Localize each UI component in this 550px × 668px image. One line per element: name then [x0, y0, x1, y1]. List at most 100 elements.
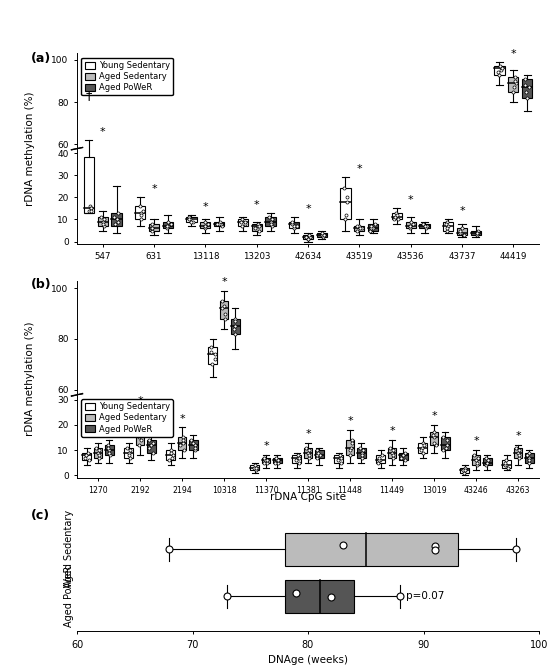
FancyBboxPatch shape: [340, 220, 350, 250]
FancyBboxPatch shape: [251, 255, 262, 261]
Text: rDNA CpG Site: rDNA CpG Site: [270, 492, 346, 502]
Text: *: *: [221, 277, 227, 287]
FancyBboxPatch shape: [82, 519, 91, 527]
Text: (a): (a): [31, 51, 51, 65]
Text: *: *: [356, 164, 362, 174]
Text: *: *: [408, 195, 414, 205]
FancyBboxPatch shape: [105, 512, 113, 522]
FancyBboxPatch shape: [112, 213, 122, 226]
FancyBboxPatch shape: [293, 522, 301, 530]
FancyBboxPatch shape: [84, 158, 94, 213]
FancyBboxPatch shape: [105, 445, 113, 455]
FancyBboxPatch shape: [147, 440, 156, 452]
FancyBboxPatch shape: [250, 465, 259, 470]
FancyBboxPatch shape: [457, 259, 467, 265]
FancyBboxPatch shape: [315, 450, 323, 458]
FancyBboxPatch shape: [430, 432, 438, 445]
FancyBboxPatch shape: [186, 248, 196, 253]
FancyBboxPatch shape: [250, 532, 259, 537]
FancyBboxPatch shape: [231, 319, 240, 334]
FancyBboxPatch shape: [392, 213, 402, 220]
FancyBboxPatch shape: [178, 504, 186, 517]
FancyBboxPatch shape: [368, 255, 378, 261]
Text: p=0.07: p=0.07: [406, 591, 444, 601]
FancyBboxPatch shape: [303, 235, 313, 239]
Text: *: *: [347, 416, 353, 426]
Text: *: *: [95, 426, 101, 436]
FancyBboxPatch shape: [293, 455, 301, 462]
FancyBboxPatch shape: [167, 450, 175, 460]
Text: Aged Sedentary: Aged Sedentary: [64, 510, 74, 589]
FancyBboxPatch shape: [112, 244, 122, 257]
FancyBboxPatch shape: [340, 188, 350, 220]
FancyBboxPatch shape: [525, 452, 534, 462]
X-axis label: DNAge (weeks): DNAge (weeks): [268, 655, 348, 665]
FancyBboxPatch shape: [208, 282, 217, 299]
FancyBboxPatch shape: [289, 253, 299, 259]
FancyBboxPatch shape: [149, 224, 159, 230]
FancyBboxPatch shape: [94, 448, 102, 458]
FancyBboxPatch shape: [405, 253, 416, 259]
FancyBboxPatch shape: [317, 263, 327, 267]
FancyBboxPatch shape: [317, 232, 327, 237]
FancyBboxPatch shape: [266, 217, 276, 226]
FancyBboxPatch shape: [392, 244, 402, 250]
FancyBboxPatch shape: [147, 506, 156, 519]
FancyBboxPatch shape: [136, 494, 144, 512]
FancyBboxPatch shape: [189, 440, 197, 450]
FancyBboxPatch shape: [508, 77, 519, 92]
FancyBboxPatch shape: [251, 224, 262, 230]
Text: rDNA methylation (%): rDNA methylation (%): [25, 92, 35, 206]
FancyBboxPatch shape: [200, 253, 211, 259]
Text: Aged PoWeR: Aged PoWeR: [64, 566, 74, 627]
Text: †: †: [86, 89, 92, 102]
Text: rDNA methylation (%): rDNA methylation (%): [25, 322, 35, 436]
Text: *: *: [510, 49, 516, 59]
FancyBboxPatch shape: [471, 261, 481, 265]
FancyBboxPatch shape: [124, 514, 133, 524]
FancyBboxPatch shape: [460, 534, 469, 540]
Text: *: *: [473, 436, 479, 446]
Text: *: *: [254, 200, 260, 210]
FancyBboxPatch shape: [388, 448, 396, 458]
Text: *: *: [389, 426, 395, 436]
FancyBboxPatch shape: [214, 253, 224, 257]
FancyBboxPatch shape: [346, 440, 354, 455]
Text: *: *: [137, 396, 143, 406]
FancyBboxPatch shape: [189, 506, 197, 517]
FancyBboxPatch shape: [149, 255, 159, 261]
FancyBboxPatch shape: [494, 27, 504, 35]
FancyBboxPatch shape: [214, 222, 224, 226]
Text: *: *: [202, 202, 208, 212]
FancyBboxPatch shape: [273, 524, 282, 530]
FancyBboxPatch shape: [441, 504, 449, 517]
Legend: Young Sedentary, Aged Sedentary, Aged PoWeR: Young Sedentary, Aged Sedentary, Aged Po…: [81, 57, 173, 96]
Text: *: *: [305, 204, 311, 214]
FancyBboxPatch shape: [167, 517, 175, 527]
FancyBboxPatch shape: [514, 514, 522, 524]
Text: *: *: [459, 206, 465, 216]
FancyBboxPatch shape: [357, 514, 366, 524]
FancyBboxPatch shape: [419, 509, 427, 519]
Text: (b): (b): [31, 279, 52, 291]
FancyBboxPatch shape: [388, 514, 396, 524]
FancyBboxPatch shape: [334, 522, 343, 530]
FancyBboxPatch shape: [368, 224, 378, 230]
FancyBboxPatch shape: [124, 448, 133, 458]
FancyBboxPatch shape: [357, 448, 366, 458]
FancyBboxPatch shape: [315, 517, 323, 524]
FancyBboxPatch shape: [522, 40, 532, 60]
FancyBboxPatch shape: [200, 222, 211, 228]
FancyBboxPatch shape: [97, 217, 108, 226]
Text: (c): (c): [31, 508, 50, 522]
FancyBboxPatch shape: [471, 230, 481, 235]
Text: *: *: [305, 429, 311, 439]
Text: *: *: [179, 413, 185, 424]
FancyBboxPatch shape: [420, 224, 430, 228]
FancyBboxPatch shape: [508, 38, 519, 53]
FancyBboxPatch shape: [238, 250, 248, 257]
FancyBboxPatch shape: [262, 524, 270, 530]
FancyBboxPatch shape: [97, 248, 108, 257]
FancyBboxPatch shape: [266, 248, 276, 257]
FancyBboxPatch shape: [186, 217, 196, 222]
